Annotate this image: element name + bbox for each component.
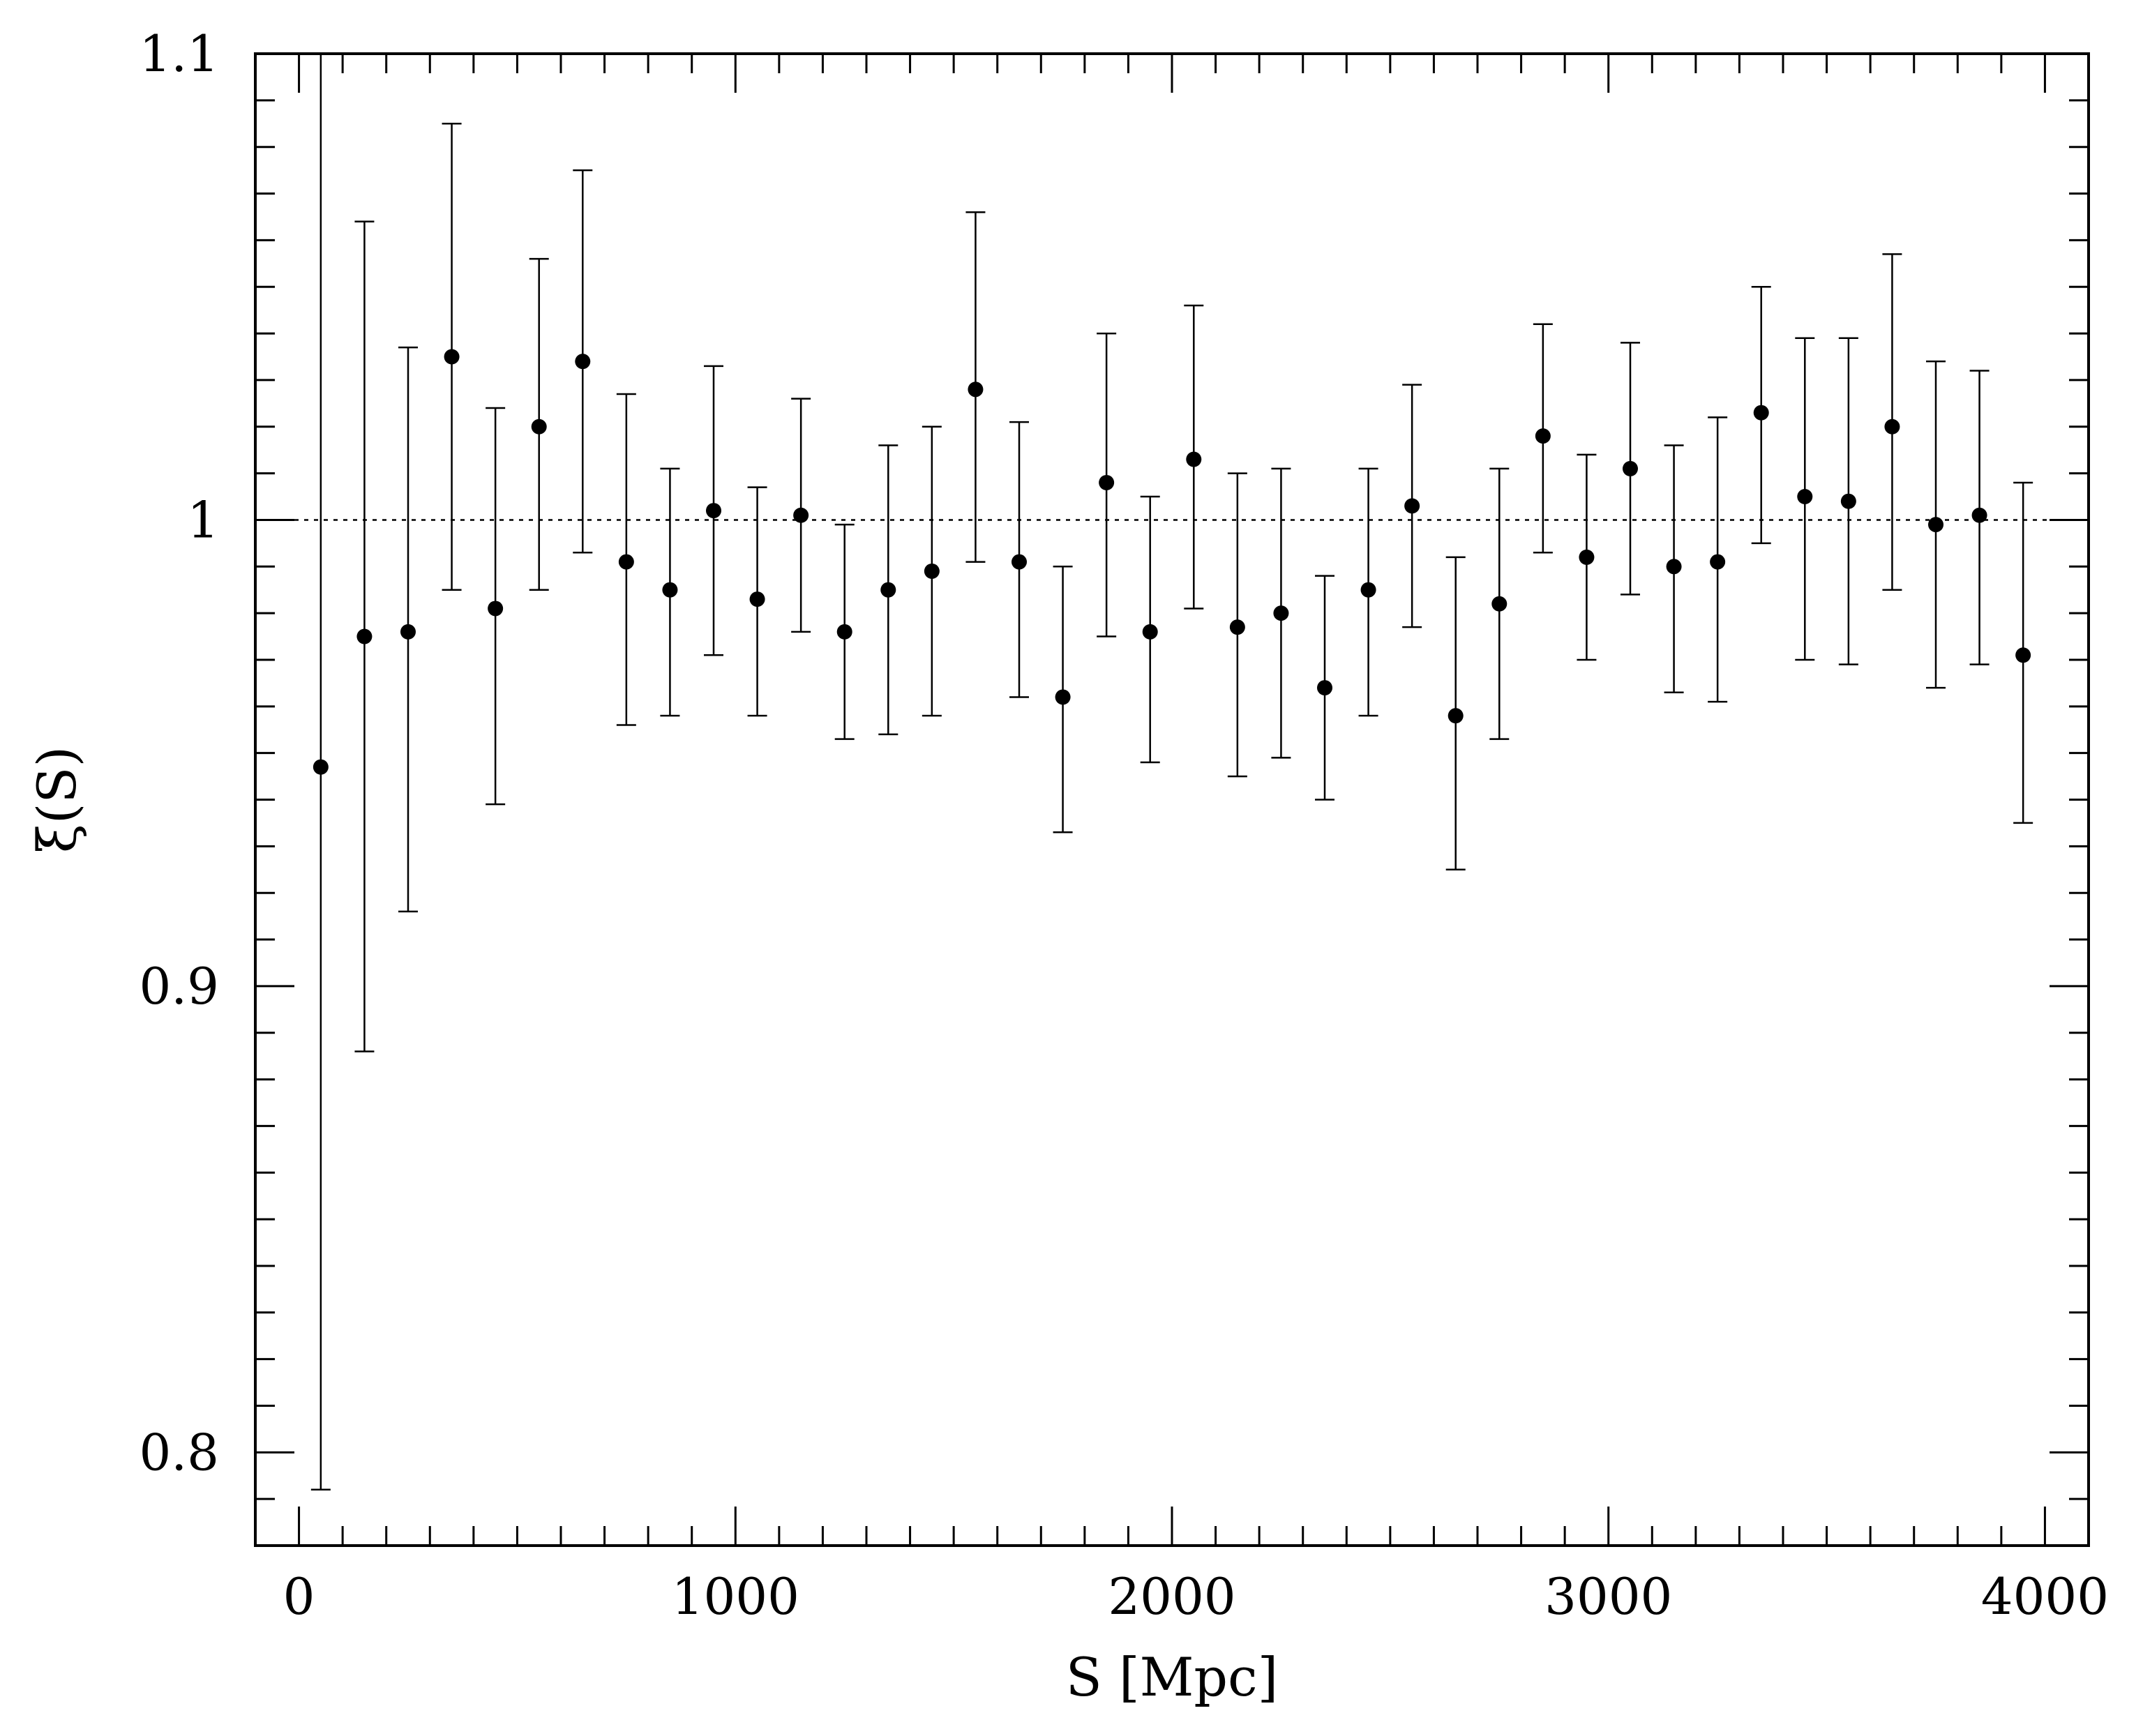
data-point — [618, 554, 634, 570]
x-tick-label: 4000 — [1981, 1567, 2109, 1626]
data-point — [793, 507, 809, 523]
x-tick-label: 3000 — [1544, 1567, 1672, 1626]
data-point — [924, 563, 940, 579]
data-point — [1710, 554, 1726, 570]
data-point — [313, 759, 329, 775]
data-point — [968, 382, 984, 398]
data-point — [662, 582, 678, 598]
y-axis-label: ξ(S) — [26, 746, 88, 853]
data-point — [1448, 708, 1464, 724]
data-point — [1491, 596, 1507, 612]
data-point — [1884, 418, 1900, 435]
y-tick-label: 0.9 — [139, 957, 219, 1016]
data-point — [706, 503, 721, 519]
data-point — [1012, 554, 1027, 570]
data-point — [1229, 619, 1245, 635]
data-point — [1971, 507, 1987, 523]
data-point — [1753, 405, 1769, 421]
data-point — [1928, 517, 1943, 533]
data-point — [1535, 428, 1551, 444]
data-point — [488, 601, 504, 617]
data-point — [1099, 474, 1115, 490]
data-point — [356, 628, 373, 644]
data-point — [1579, 549, 1595, 565]
data-point — [2015, 647, 2031, 663]
data-point — [575, 354, 591, 370]
data-point — [1360, 582, 1376, 598]
y-tick-label: 1.1 — [139, 24, 219, 83]
data-point — [836, 624, 852, 640]
tick-layer — [255, 52, 2089, 1547]
data-point — [1666, 559, 1682, 575]
data-point — [1142, 624, 1158, 640]
x-axis-label: S [Mpc] — [1066, 1646, 1279, 1708]
x-tick-label: 1000 — [672, 1567, 799, 1626]
data-point — [1055, 689, 1071, 705]
data-point — [880, 582, 896, 598]
data-point — [1186, 451, 1202, 467]
data-point — [400, 624, 416, 640]
data-point — [1840, 493, 1856, 509]
data-layer — [310, 54, 2033, 1491]
data-point — [531, 418, 547, 435]
x-tick-label: 0 — [283, 1567, 315, 1626]
y-tick-label: 0.8 — [139, 1423, 219, 1481]
tick-label-layer: 0 1000 2000 3000 4000 0.8 0.9 1 1.1 — [139, 24, 2109, 1626]
data-point — [1273, 605, 1289, 621]
data-point — [1797, 489, 1813, 505]
data-point — [444, 349, 460, 365]
x-tick-label: 2000 — [1108, 1567, 1235, 1626]
plot-frame — [254, 52, 2090, 1547]
data-point — [1404, 498, 1420, 514]
y-tick-label: 1 — [187, 490, 219, 549]
data-point — [749, 591, 765, 607]
data-point — [1317, 680, 1332, 696]
data-point — [1623, 460, 1638, 476]
